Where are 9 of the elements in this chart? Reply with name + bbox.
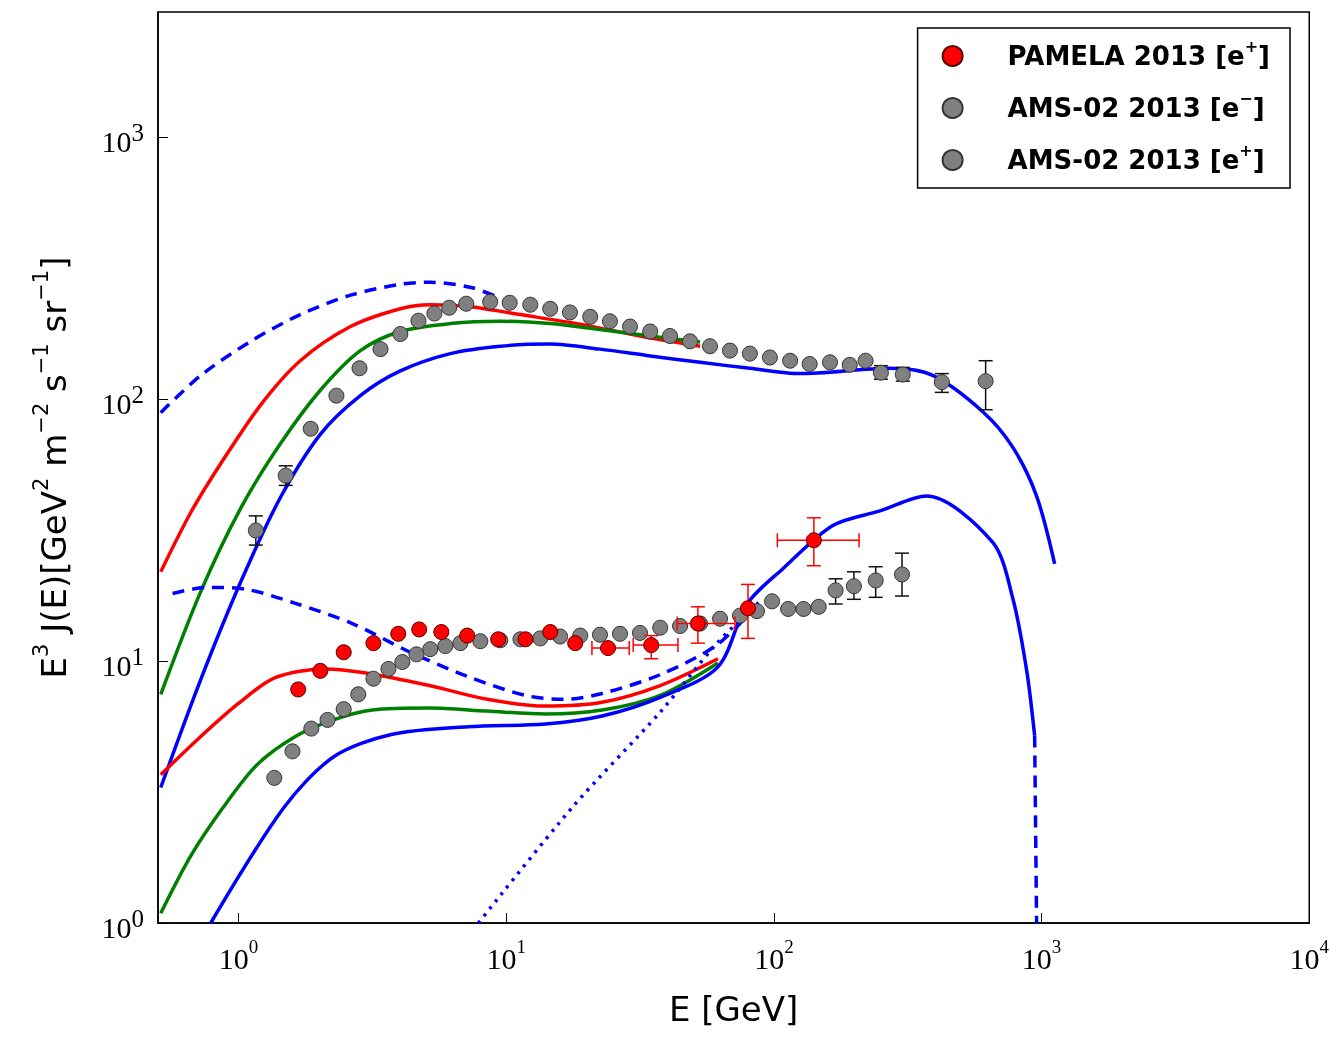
legend-label: PAMELA 2013 [e+] (1007, 36, 1271, 71)
y-tick-label: 10$^{1}$ (101, 641, 144, 684)
legend-label: AMS-02 2013 [e+] (1007, 140, 1265, 175)
legend-label: AMS-02 2013 [e−] (1007, 88, 1265, 123)
x-axis-title: E [GeV] (668, 989, 799, 1029)
text: E3 J(E)[GeV2 m−2 s−1 sr−1] (28, 256, 74, 679)
y-tick-label: 10$^{0}$ (101, 903, 144, 946)
y-tick-label: 10$^{3}$ (101, 117, 144, 160)
y-tick-label: 10$^{2}$ (101, 379, 144, 422)
